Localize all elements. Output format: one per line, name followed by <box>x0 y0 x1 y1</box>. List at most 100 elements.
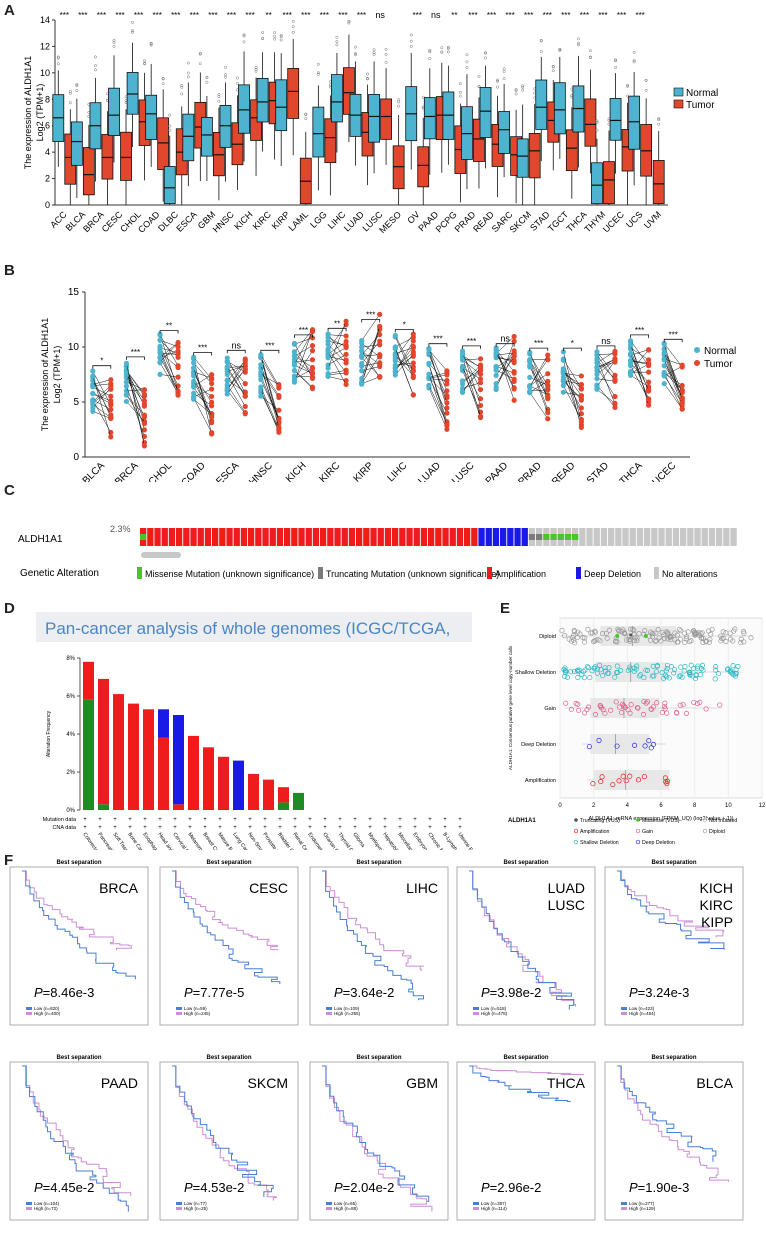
a-outlier-normal <box>316 72 320 76</box>
c-mutation-mark <box>536 534 543 540</box>
b-tumor-dot <box>141 391 148 397</box>
a-legend-swatch <box>673 99 684 109</box>
b-pair-line <box>227 384 246 413</box>
a-box-normal <box>182 113 195 162</box>
b-significance: ** <box>334 319 340 328</box>
a-box-tumor <box>287 68 300 119</box>
a-outlier-tumor <box>514 89 518 93</box>
b-tumor-dot <box>477 376 484 382</box>
b-normal-dot <box>325 365 331 371</box>
b-pair-line <box>227 368 246 395</box>
b-tumor-dot <box>545 393 551 399</box>
f-legend-high-swatch <box>473 1207 479 1210</box>
a-category-label: ESCA <box>174 209 198 233</box>
c-title: Genetic Alteration <box>20 568 99 579</box>
e-sample-ring <box>687 669 693 675</box>
b-tumor-dot <box>545 416 551 422</box>
panel-letter-b: B <box>4 262 15 279</box>
e-sample-ring <box>641 675 647 681</box>
b-significance: ns <box>500 334 510 344</box>
c-legend-label: Amplification <box>495 569 546 579</box>
b-normal-dot <box>325 372 331 378</box>
e-sample-ring <box>621 630 628 636</box>
e-sample-ring <box>681 668 687 674</box>
e-sample-ring <box>748 635 754 641</box>
b-tumor-dot <box>108 385 114 391</box>
f-legend-low: Low (n=104) <box>34 1201 60 1206</box>
e-missense-dot <box>643 634 648 638</box>
a-box-tumor <box>392 145 405 190</box>
a-box-normal <box>70 121 83 166</box>
a-significance: *** <box>635 11 644 20</box>
b-normal-dot <box>90 408 96 414</box>
b-tumor-dot <box>578 385 584 391</box>
b-pair-line <box>496 369 515 380</box>
a-outlier-normal <box>131 30 135 34</box>
b-tumor-dot <box>477 402 484 409</box>
b-tumor-dot <box>511 376 517 382</box>
e-sample-ring <box>626 637 632 643</box>
e-sample-ring <box>681 630 688 636</box>
a-y-tick-label: 6 <box>45 121 50 131</box>
b-tumor-dot <box>108 412 114 418</box>
e-sample-ring <box>571 637 577 643</box>
b-pair-line <box>428 364 448 426</box>
e-sample-ring <box>568 706 574 712</box>
b-normal-dot <box>560 378 566 385</box>
e-row-label: Deep Deletion <box>521 742 556 748</box>
b-tumor-dot <box>645 369 652 375</box>
a-outlier-normal <box>465 53 469 57</box>
d-mutation-plus: + <box>188 817 192 823</box>
b-pair-line <box>92 411 111 419</box>
b-pair-line <box>495 356 515 384</box>
a-outlier-tumor <box>254 67 258 71</box>
d-bar-amplification <box>188 735 199 810</box>
c-legend-label: Deep Deletion <box>584 569 641 579</box>
b-tumor-dot <box>444 426 450 432</box>
b-pair-line <box>462 366 481 418</box>
b-tumor-dot <box>511 357 517 364</box>
b-tumor-dot <box>343 370 349 376</box>
b-pair-line <box>395 355 414 377</box>
f-plot-frame <box>9 866 149 1026</box>
a-outlier-normal <box>558 48 562 52</box>
a-significance: ns <box>431 10 441 20</box>
f-legend-high: High (n=478) <box>481 1011 508 1016</box>
a-box-normal <box>312 106 325 158</box>
b-pair-line <box>462 367 481 380</box>
c-sample-bar <box>406 528 413 546</box>
f-legend-high-swatch <box>621 1012 627 1015</box>
a-box-tumor <box>82 147 95 196</box>
b-pair-line <box>495 336 515 354</box>
e-sample-ring <box>677 673 683 679</box>
b-pair-line <box>159 339 179 348</box>
a-significance: *** <box>60 11 69 20</box>
e-sample-ring <box>561 666 567 672</box>
b-tumor-dot <box>209 386 215 392</box>
a-box-tumor <box>212 131 225 177</box>
b-pair-line <box>462 358 481 361</box>
d-cna-plus: + <box>188 825 192 831</box>
e-legend-label: Gain <box>642 829 653 835</box>
b-normal-dot <box>123 360 130 366</box>
d-bar-amplification <box>173 804 184 810</box>
b-bracket <box>529 347 549 352</box>
f-pvalue: P=7.77e-5 <box>184 985 244 1000</box>
a-outlier-tumor <box>551 69 555 73</box>
f-plot-frame <box>9 1061 149 1221</box>
a-y-tick-label: 12 <box>40 41 50 51</box>
a-box-normal <box>553 82 566 135</box>
b-pair-line <box>361 343 380 357</box>
b-normal-dot <box>157 331 163 337</box>
b-category-label: LUAD <box>416 460 443 482</box>
a-legend-label: Normal <box>686 88 718 99</box>
e-sample-ring <box>602 710 608 716</box>
b-tumor-dot <box>410 360 416 366</box>
a-significance: *** <box>283 11 292 20</box>
b-tumor-dot <box>377 331 383 338</box>
a-outlier-normal <box>149 43 153 47</box>
a-outlier-tumor <box>291 25 295 29</box>
f-legend-low: Low (n=59) <box>184 1006 207 1011</box>
c-sample-bar <box>730 528 737 546</box>
a-outlier-tumor <box>384 47 388 51</box>
